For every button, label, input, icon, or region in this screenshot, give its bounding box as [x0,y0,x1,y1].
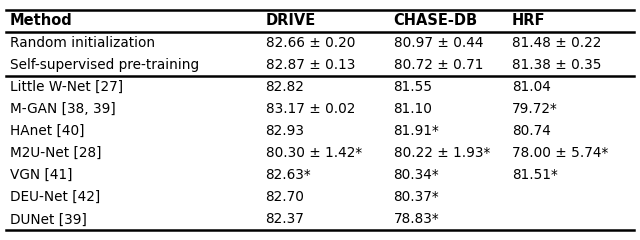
Text: 81.04: 81.04 [512,80,551,94]
Text: M-GAN [38, 39]: M-GAN [38, 39] [10,102,115,116]
Text: 80.97 ± 0.44: 80.97 ± 0.44 [394,36,483,50]
Text: VGN [41]: VGN [41] [10,168,72,182]
Text: Little W-Net [27]: Little W-Net [27] [10,80,123,94]
Text: 79.72*: 79.72* [512,102,557,116]
Text: 82.70: 82.70 [266,190,305,204]
Text: 80.74: 80.74 [512,124,551,138]
Text: 81.48 ± 0.22: 81.48 ± 0.22 [512,36,602,50]
Text: DRIVE: DRIVE [266,13,316,28]
Text: Random initialization: Random initialization [10,36,155,50]
Text: 80.72 ± 0.71: 80.72 ± 0.71 [394,58,483,72]
Text: 78.00 ± 5.74*: 78.00 ± 5.74* [512,146,608,160]
Text: 82.82: 82.82 [266,80,305,94]
Text: 82.66 ± 0.20: 82.66 ± 0.20 [266,36,355,50]
Text: 80.34*: 80.34* [394,168,439,182]
Text: M2U-Net [28]: M2U-Net [28] [10,146,101,160]
Text: 81.38 ± 0.35: 81.38 ± 0.35 [512,58,602,72]
Text: 82.37: 82.37 [266,212,305,226]
Text: 83.17 ± 0.02: 83.17 ± 0.02 [266,102,355,116]
Text: 82.93: 82.93 [266,124,305,138]
Text: CHASE-DB: CHASE-DB [394,13,477,28]
Text: DEU-Net [42]: DEU-Net [42] [10,190,100,204]
Text: 81.91*: 81.91* [394,124,439,138]
Text: 82.63*: 82.63* [266,168,311,182]
Text: Self-supervised pre-training: Self-supervised pre-training [10,58,199,72]
Text: 82.87 ± 0.13: 82.87 ± 0.13 [266,58,355,72]
Text: DUNet [39]: DUNet [39] [10,212,86,226]
Text: 81.10: 81.10 [394,102,433,116]
Text: 78.83*: 78.83* [394,212,439,226]
Text: 81.55: 81.55 [394,80,433,94]
Text: 80.30 ± 1.42*: 80.30 ± 1.42* [266,146,362,160]
Text: HAnet [40]: HAnet [40] [10,124,84,138]
Text: 80.22 ± 1.93*: 80.22 ± 1.93* [394,146,490,160]
Text: Method: Method [10,13,72,28]
Text: 81.51*: 81.51* [512,168,557,182]
Text: HRF: HRF [512,13,545,28]
Text: 80.37*: 80.37* [394,190,439,204]
